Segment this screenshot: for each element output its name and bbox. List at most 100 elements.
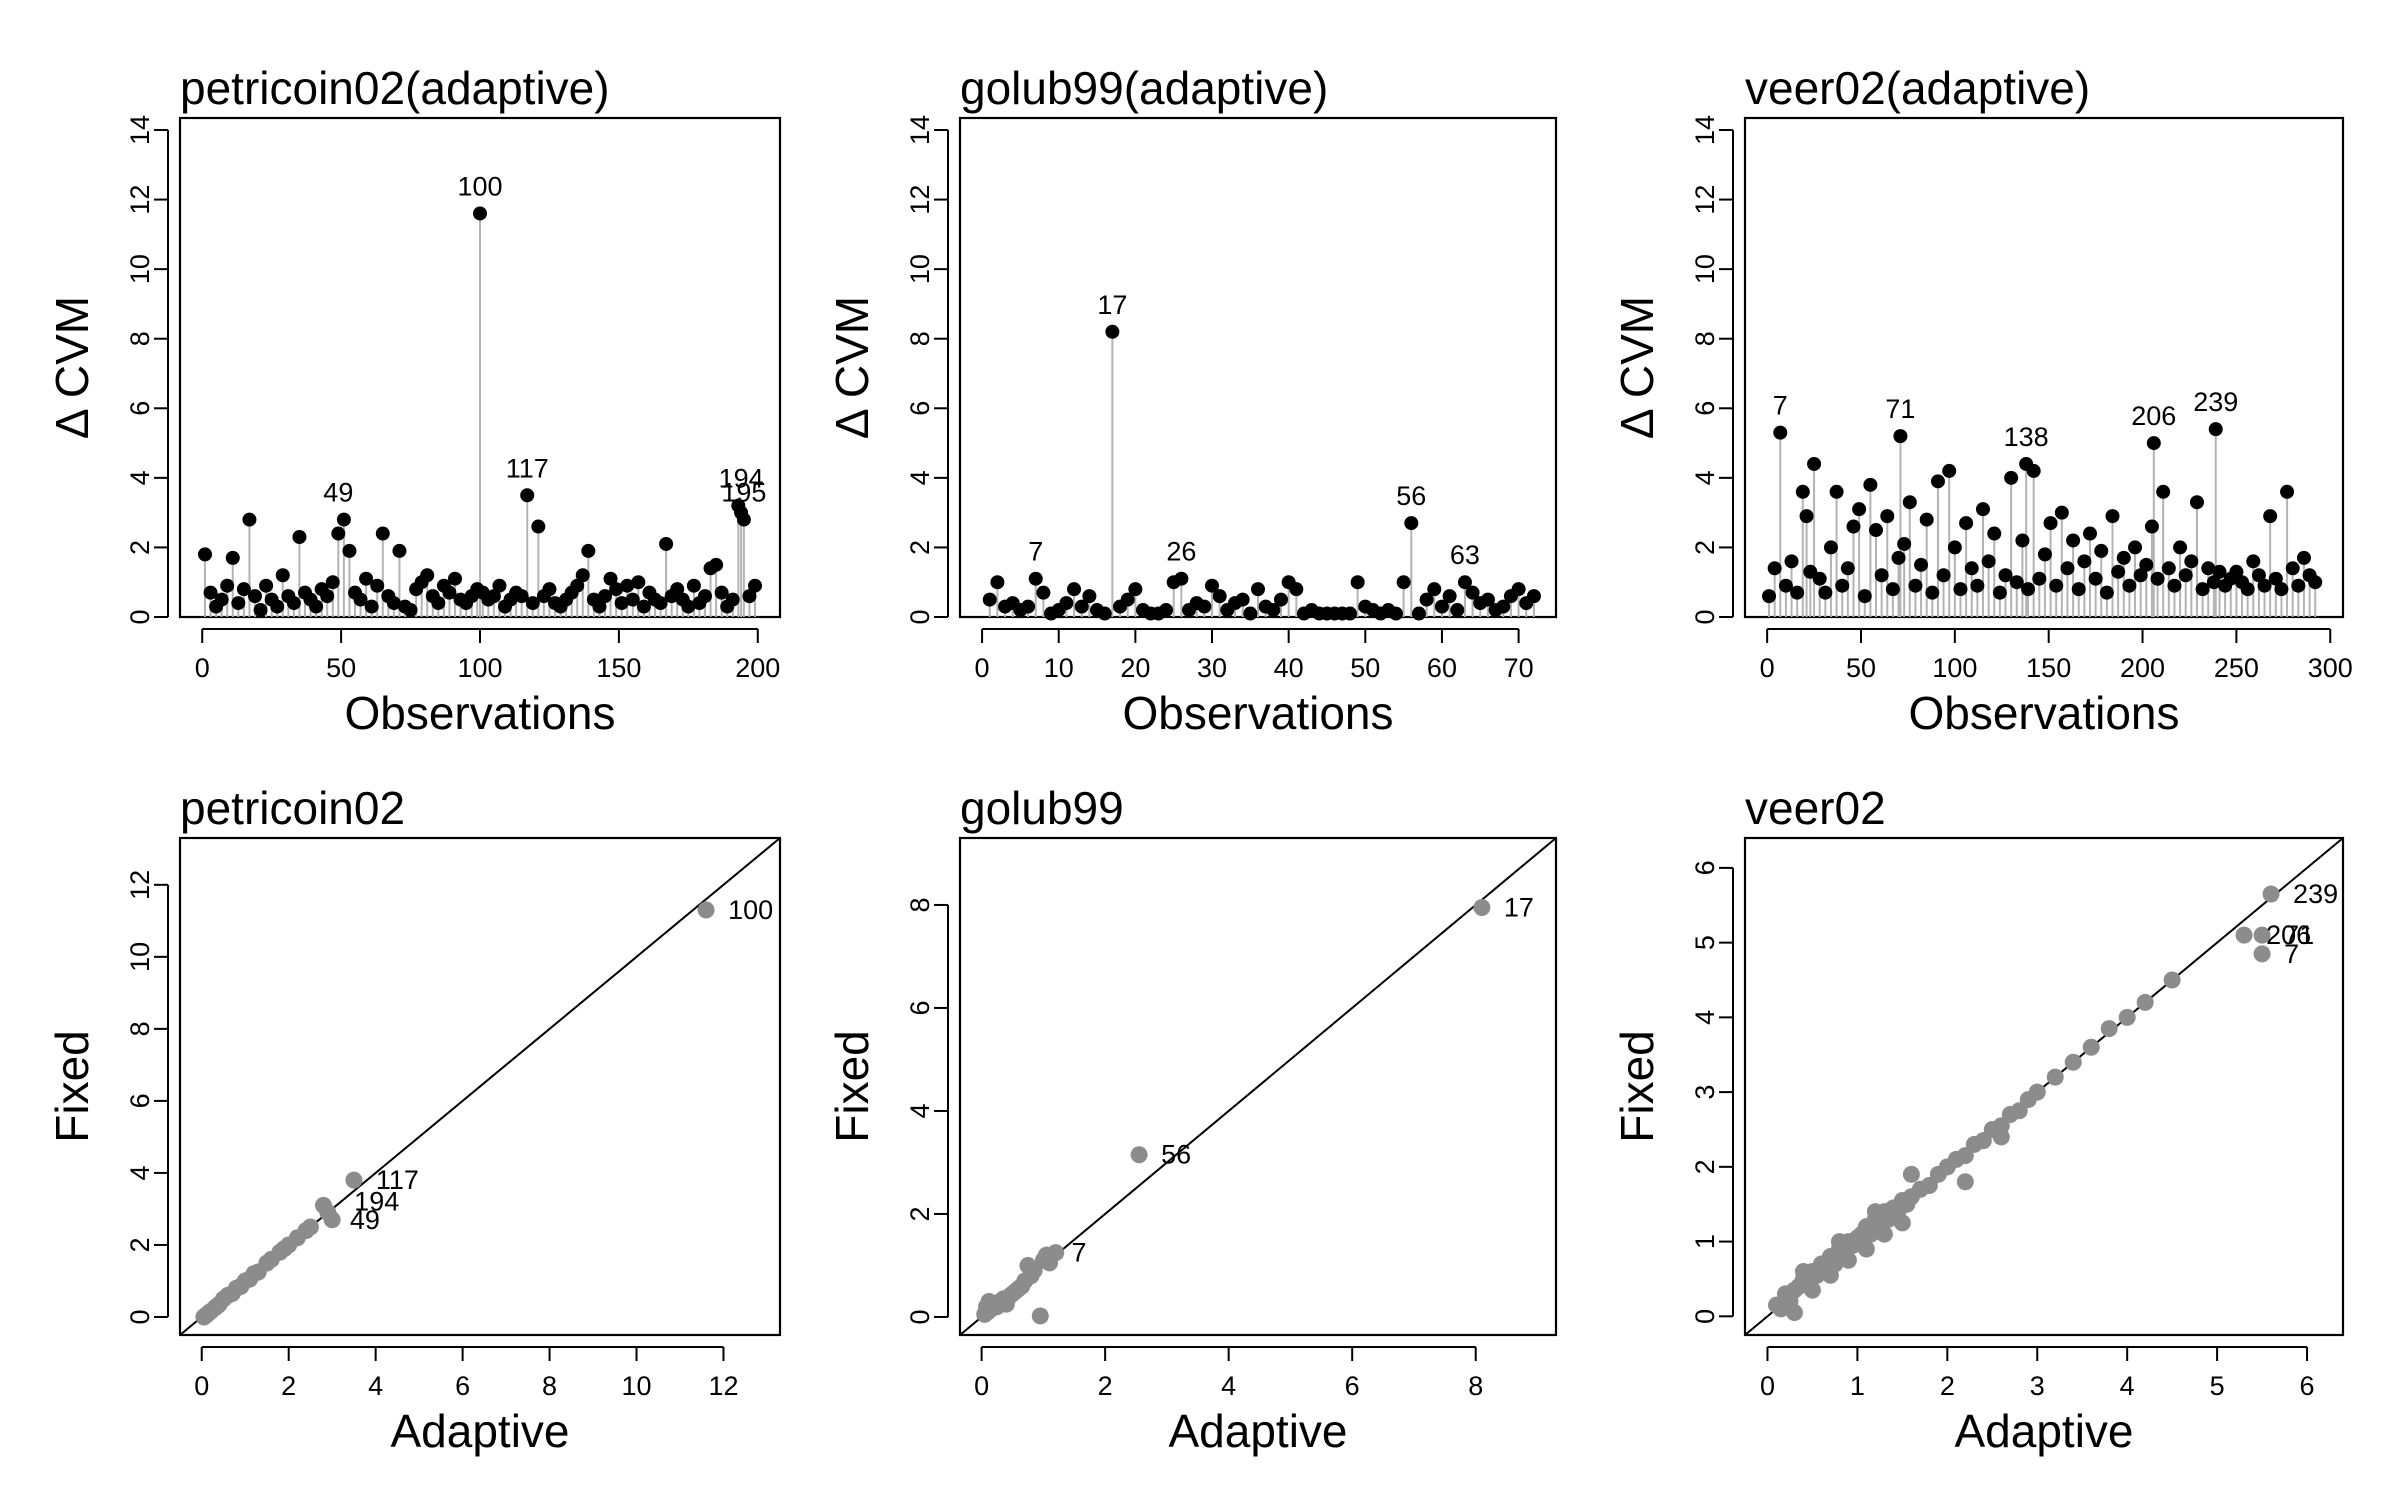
data-point bbox=[525, 596, 540, 611]
data-point bbox=[431, 596, 446, 611]
x-tick-label: 8 bbox=[1468, 1371, 1483, 1401]
data-point bbox=[2195, 582, 2210, 597]
x-axis: 0 1 2 3 4 5 6 bbox=[1760, 1346, 2315, 1401]
y-tick-label: 6 bbox=[905, 1000, 935, 1015]
x-tick-label: 6 bbox=[2300, 1371, 2315, 1401]
data-point bbox=[2082, 526, 2097, 541]
data-point bbox=[1893, 1214, 1911, 1232]
data-point bbox=[603, 571, 618, 586]
y-axis: 0 2 4 6 8 10 12 14 bbox=[905, 115, 949, 625]
data-point bbox=[1251, 582, 1265, 597]
data-point bbox=[2285, 561, 2300, 576]
panel-6: veer02 0 1 2 3 4 5 6 0 1 2 3 4 5 6 Adaptive Fixed 239 7120… bbox=[1611, 782, 2345, 1457]
data-point bbox=[323, 1211, 341, 1229]
data-point bbox=[2253, 926, 2271, 944]
data-point bbox=[1526, 589, 1541, 604]
data-point bbox=[1419, 592, 1434, 607]
data-point bbox=[575, 568, 590, 583]
y-tick-label: 14 bbox=[125, 115, 155, 145]
data-point bbox=[1128, 582, 1143, 597]
x-tick-label: 2 bbox=[1940, 1371, 1955, 1401]
data-point bbox=[1880, 509, 1895, 524]
panel-title: petricoin02 bbox=[180, 782, 405, 834]
y-tick-label: 6 bbox=[125, 1093, 155, 1108]
data-point bbox=[2122, 578, 2137, 593]
data-point bbox=[1059, 596, 1074, 611]
data-point bbox=[982, 592, 997, 607]
y-axis: 0 2 4 6 8 bbox=[905, 897, 949, 1324]
data-point bbox=[301, 1218, 319, 1236]
data-point bbox=[2229, 564, 2244, 579]
data-point bbox=[1930, 474, 1945, 489]
data-point bbox=[1799, 509, 1814, 524]
data-point bbox=[1785, 1304, 1803, 1322]
data-point bbox=[448, 571, 462, 586]
data-point bbox=[2184, 554, 2199, 569]
data-point bbox=[2026, 463, 2041, 478]
data-point bbox=[2253, 945, 2271, 963]
data-point bbox=[592, 599, 607, 614]
data-point bbox=[2128, 540, 2143, 555]
data-point bbox=[1869, 523, 1884, 538]
data-point bbox=[2189, 495, 2204, 510]
data-point bbox=[331, 526, 346, 541]
y-tick-label: 2 bbox=[1690, 1159, 1720, 1174]
data-point bbox=[514, 589, 529, 604]
data-point bbox=[1105, 324, 1120, 339]
point-label: 239 bbox=[2193, 387, 2238, 417]
point-label: 117 bbox=[506, 453, 549, 483]
x-tick-label: 50 bbox=[1350, 653, 1380, 683]
y-tick-label: 8 bbox=[905, 897, 935, 912]
x-axis-label: Adaptive bbox=[1954, 1405, 2133, 1457]
x-tick-label: 150 bbox=[2026, 653, 2071, 683]
x-tick-label: 50 bbox=[1846, 653, 1876, 683]
data-point bbox=[1047, 1244, 1065, 1262]
data-point bbox=[2049, 578, 2064, 593]
data-point bbox=[659, 536, 674, 551]
x-tick-label: 4 bbox=[368, 1371, 383, 1401]
point-label: 7 bbox=[1028, 537, 1043, 567]
data-point bbox=[520, 488, 535, 503]
point-label: 100 bbox=[728, 895, 773, 925]
panel-title: veer02(adaptive) bbox=[1745, 62, 2090, 114]
data-point bbox=[214, 592, 229, 607]
data-point bbox=[1396, 575, 1411, 590]
data-point bbox=[1174, 571, 1189, 586]
data-point bbox=[2178, 568, 2193, 583]
data-point bbox=[714, 585, 729, 600]
point-label: 100 bbox=[457, 171, 502, 201]
point-label: 7 bbox=[1773, 391, 1788, 421]
y-axis: 0 2 4 6 8 10 12 14 bbox=[125, 115, 169, 625]
data-point bbox=[1442, 589, 1457, 604]
data-point bbox=[742, 589, 757, 604]
data-point bbox=[2274, 582, 2289, 597]
point-label: 206 bbox=[2266, 920, 2311, 950]
data-point bbox=[2280, 484, 2295, 499]
x-tick-label: 200 bbox=[2120, 653, 2165, 683]
data-point bbox=[1036, 585, 1051, 600]
data-point bbox=[1857, 589, 1872, 604]
y-tick-label: 6 bbox=[905, 401, 935, 416]
data-point bbox=[2173, 540, 2188, 555]
y-tick-label: 8 bbox=[125, 1021, 155, 1036]
y-tick-label: 12 bbox=[1690, 185, 1720, 215]
data-point bbox=[1970, 578, 1985, 593]
data-point bbox=[320, 589, 335, 604]
data-point bbox=[1074, 599, 1089, 614]
point-label: 206 bbox=[2131, 401, 2176, 431]
data-point bbox=[709, 557, 724, 572]
data-point bbox=[248, 589, 262, 604]
data-point bbox=[1953, 582, 1968, 597]
data-marks: 17 56 7 bbox=[959, 837, 1557, 1336]
data-point bbox=[2118, 1008, 2136, 1026]
data-point bbox=[1067, 582, 1082, 597]
x-tick-label: 2 bbox=[1098, 1371, 1113, 1401]
data-point bbox=[1212, 589, 1227, 604]
y-tick-label: 6 bbox=[1690, 860, 1720, 875]
data-point bbox=[2043, 516, 2058, 531]
x-axis-label: Observations bbox=[344, 687, 615, 739]
x-axis-label: Observations bbox=[1908, 687, 2179, 739]
data-point bbox=[1908, 578, 1923, 593]
